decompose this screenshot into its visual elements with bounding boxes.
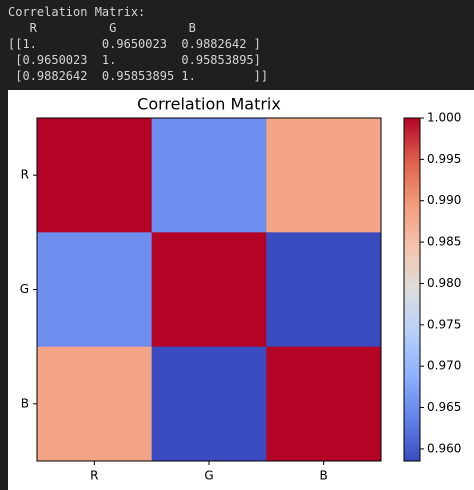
console-line: R G B bbox=[8, 21, 196, 35]
console-line: [0.9882642 0.95853895 1. ]] bbox=[8, 69, 269, 83]
y-tick-label: G bbox=[20, 282, 29, 296]
x-tick-label: G bbox=[204, 469, 213, 483]
heatmap-cell bbox=[37, 232, 153, 348]
colorbar-tick-label: 0.970 bbox=[427, 359, 461, 373]
colorbar-tick-label: 0.980 bbox=[427, 276, 461, 290]
colorbar-tick-label: 1.000 bbox=[427, 111, 461, 125]
heatmap-cell bbox=[37, 346, 153, 462]
console-line: [[1. 0.9650023 0.9882642 ] bbox=[8, 37, 261, 51]
chart-title: Correlation Matrix bbox=[137, 95, 281, 114]
colorbar-tick-label: 0.990 bbox=[427, 193, 461, 207]
y-tick-label: B bbox=[21, 396, 29, 410]
console-line: [0.9650023 1. 0.95853895] bbox=[8, 53, 261, 67]
colorbar-tick-label: 0.965 bbox=[427, 400, 461, 414]
heatmap-cell bbox=[151, 232, 267, 348]
heatmap-cell bbox=[266, 232, 382, 348]
heatmap-cell bbox=[266, 118, 382, 233]
colorbar-tick-label: 0.960 bbox=[427, 441, 461, 455]
heatmap-cell bbox=[37, 118, 153, 233]
colorbar-tick-label: 0.995 bbox=[427, 152, 461, 166]
console-line: Correlation Matrix: bbox=[8, 5, 146, 19]
heatmap-cell bbox=[266, 346, 382, 462]
console-output: Correlation Matrix: R G B [[1. 0.9650023 … bbox=[8, 4, 268, 84]
colorbar-tick-label: 0.985 bbox=[427, 235, 461, 249]
heatmap-cell bbox=[151, 118, 267, 233]
x-tick-label: R bbox=[90, 469, 98, 483]
colorbar-tick-label: 0.975 bbox=[427, 317, 461, 331]
heatmap-cell bbox=[151, 346, 267, 462]
colorbar bbox=[403, 117, 421, 462]
x-tick-label: B bbox=[320, 469, 328, 483]
y-tick-label: R bbox=[21, 168, 29, 182]
